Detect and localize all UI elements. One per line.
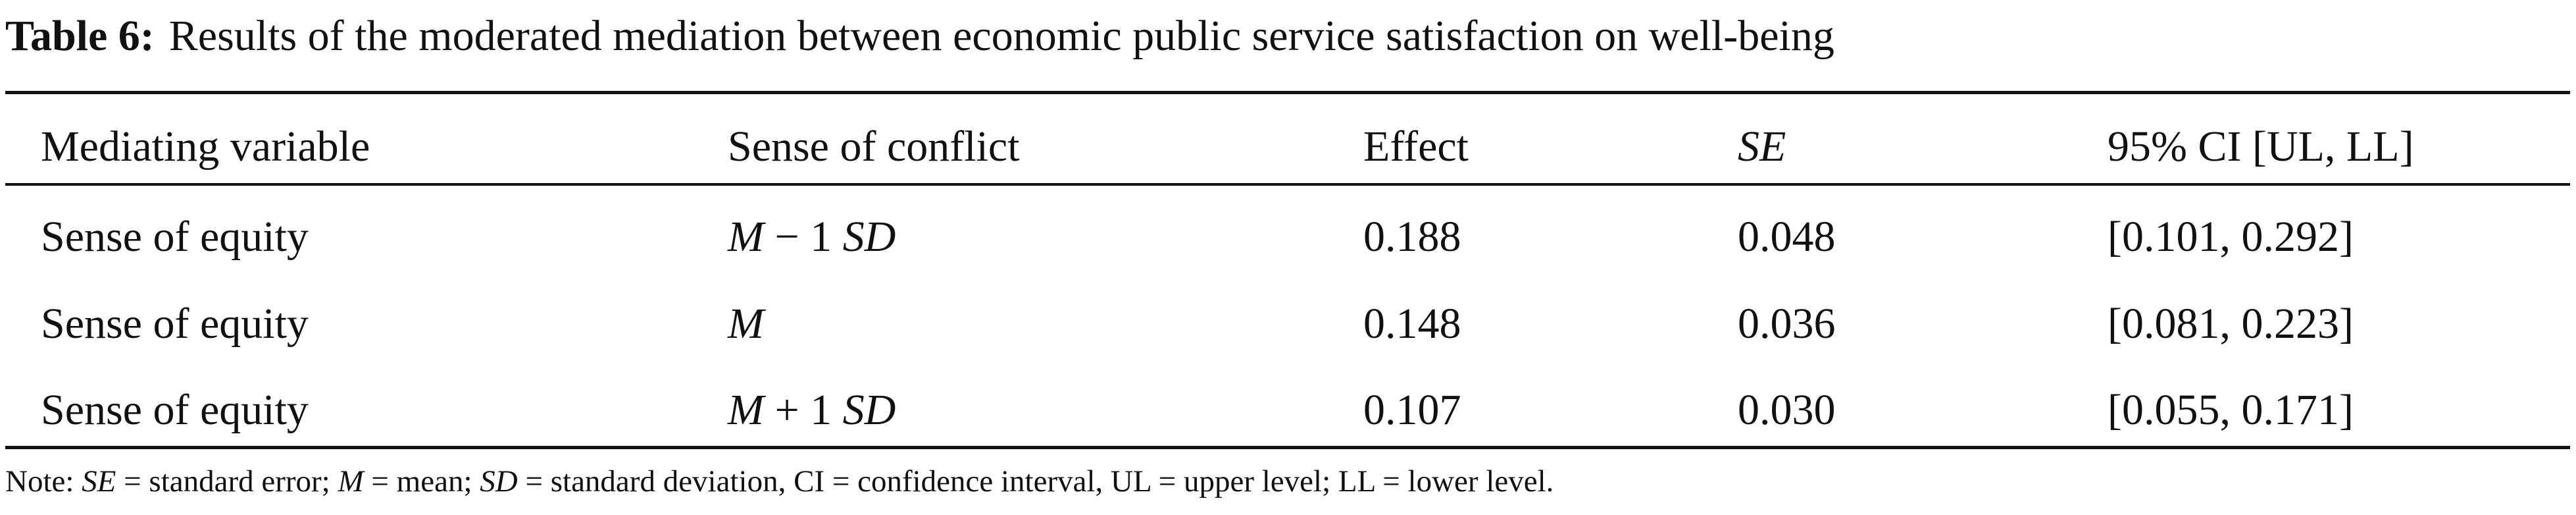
- header-cell: 95% CI [UL, LL]: [2108, 122, 2414, 171]
- text-segment: SD: [480, 464, 518, 499]
- header-cell: Mediating variable: [41, 122, 370, 171]
- header-rule: [5, 183, 2570, 186]
- table-cell: 0.036: [1738, 300, 1836, 348]
- table-cell: M: [728, 302, 764, 346]
- text-segment: M: [728, 386, 764, 434]
- table-cell: M + 1 SD: [728, 389, 896, 432]
- text-segment: SE: [1738, 122, 1786, 171]
- table-cell: M − 1 SD: [728, 215, 896, 259]
- text-segment: M: [728, 300, 764, 348]
- table-cell: 0.148: [1363, 300, 1461, 348]
- table-cell: 0.048: [1738, 213, 1836, 261]
- header-cell: Effect: [1363, 122, 1469, 171]
- text-segment: Note:: [5, 464, 82, 499]
- header-cell: Sense of conflict: [728, 122, 1020, 171]
- table-cell: [0.101, 0.292]: [2108, 213, 2354, 261]
- header-cell: SE: [1738, 125, 1786, 169]
- bottom-rule: [5, 446, 2570, 449]
- table-cell: 0.030: [1738, 386, 1836, 434]
- table-cell: [0.081, 0.223]: [2108, 300, 2354, 348]
- caption-label: Table 6:: [5, 12, 155, 60]
- text-segment: SE: [82, 464, 116, 499]
- top-rule: [5, 91, 2570, 94]
- table-cell: [0.055, 0.171]: [2108, 386, 2354, 434]
- text-segment: = mean;: [363, 464, 480, 499]
- table-cell: Sense of equity: [41, 386, 309, 434]
- text-segment: SD: [842, 213, 896, 261]
- caption-text: Results of the moderated mediation betwe…: [168, 12, 1834, 60]
- text-segment: M: [728, 213, 764, 261]
- text-segment: = standard deviation, CI = confidence in…: [517, 464, 1554, 499]
- text-segment: + 1: [763, 386, 843, 434]
- text-segment: − 1: [763, 213, 843, 261]
- text-segment: = standard error;: [116, 464, 338, 499]
- text-segment: SD: [842, 386, 896, 434]
- table-cell: 0.188: [1363, 213, 1461, 261]
- note: Note: SE = standard error; M = mean; SD …: [5, 466, 1553, 497]
- caption: Table 6: Results of the moderated mediati…: [5, 14, 1834, 58]
- table-cell: 0.107: [1363, 386, 1461, 434]
- table-cell: Sense of equity: [41, 300, 309, 348]
- text-segment: M: [338, 464, 364, 499]
- table-cell: Sense of equity: [41, 213, 309, 261]
